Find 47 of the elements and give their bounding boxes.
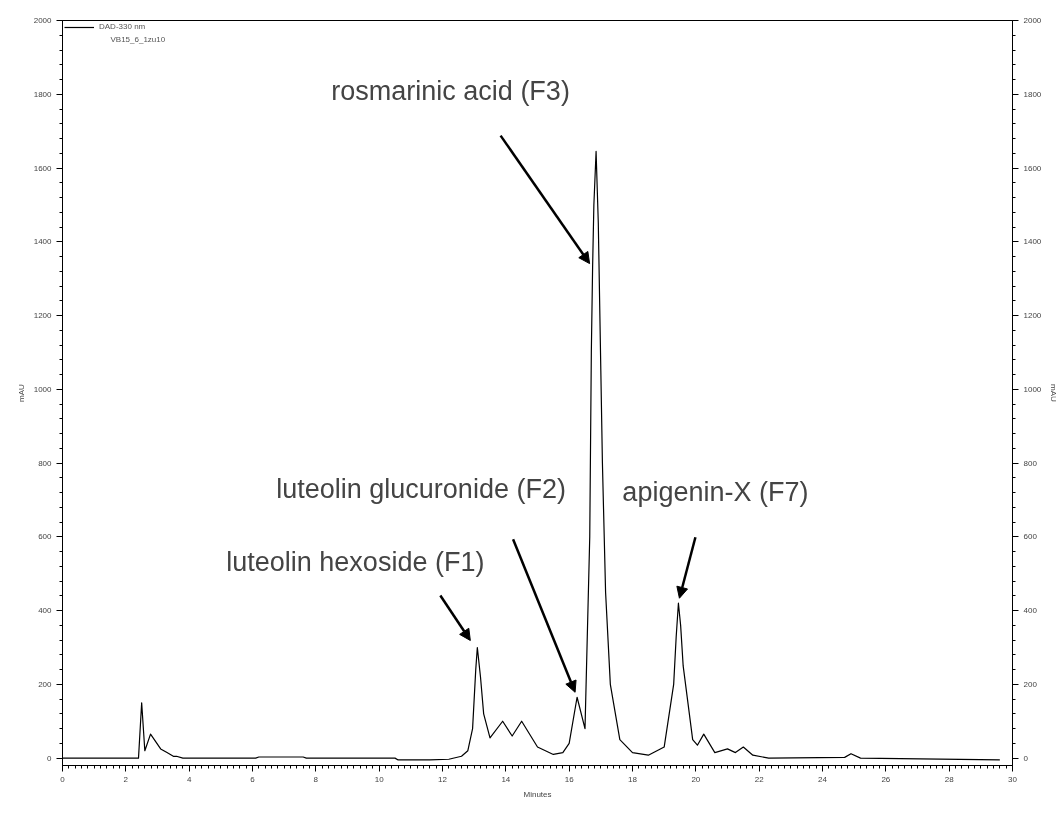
y2-tick-label: 200: [1023, 679, 1038, 689]
x-tick-label: 0: [60, 774, 66, 784]
x-tick-label: 6: [250, 774, 256, 784]
y2-tick-label: 1400: [1023, 237, 1042, 247]
x-tick-label: 30: [1008, 774, 1018, 784]
y-tick-label: 400: [38, 606, 53, 616]
x-tick-label: 26: [881, 774, 891, 784]
x-tick-label: 2: [123, 774, 129, 784]
x-tick-label: 8: [313, 774, 319, 784]
x-tick-label: 28: [944, 774, 955, 784]
annotation: rosmarinic acid (F3): [331, 75, 570, 106]
y-tick-label: 1000: [33, 384, 53, 394]
y2-axis-title: mAU: [1049, 384, 1059, 403]
x-tick-label: 18: [628, 774, 638, 784]
y2-tick-label: 1000: [1023, 384, 1042, 394]
y2-tick-label: 400: [1023, 606, 1038, 616]
x-tick-label: 20: [691, 774, 701, 784]
y-tick-label: 1200: [33, 311, 53, 321]
x-tick-label: 10: [374, 774, 385, 784]
y2-tick-label: 2000: [1023, 16, 1042, 25]
annotation: luteolin glucuronide (F2): [276, 474, 566, 505]
x-tick-label: 12: [438, 774, 448, 784]
y2-tick-label: 600: [1023, 532, 1038, 542]
y-tick-label: 0: [47, 753, 53, 763]
y-tick-label: 1400: [33, 237, 53, 247]
legend-label: DAD-330 nm: [99, 22, 146, 31]
annotation: apigenin-X (F7): [622, 477, 809, 508]
y-tick-label: 800: [38, 458, 53, 468]
y-tick-label: 600: [38, 532, 53, 542]
x-tick-label: 4: [186, 774, 192, 784]
y2-tick-label: 1200: [1023, 311, 1042, 321]
y2-tick-label: 0: [1023, 753, 1029, 763]
y-tick-label: 1600: [33, 163, 53, 173]
annotation: luteolin hexoside (F1): [226, 547, 485, 578]
x-tick-label: 22: [754, 774, 765, 784]
x-tick-label: 14: [501, 774, 511, 784]
y-tick-label: 2000: [33, 16, 53, 25]
y2-tick-label: 1600: [1023, 163, 1042, 173]
x-tick-label: 16: [564, 774, 575, 784]
y2-tick-label: 1800: [1023, 89, 1042, 99]
y-tick-label: 1800: [33, 89, 53, 99]
x-axis-title: Minutes: [523, 789, 552, 799]
y-axis-title: mAU: [16, 383, 26, 402]
y-tick-label: 200: [38, 679, 53, 689]
x-tick-label: 24: [818, 774, 828, 784]
y2-tick-label: 800: [1023, 458, 1038, 468]
annotation: VB15_6_1zu10: [110, 34, 166, 44]
